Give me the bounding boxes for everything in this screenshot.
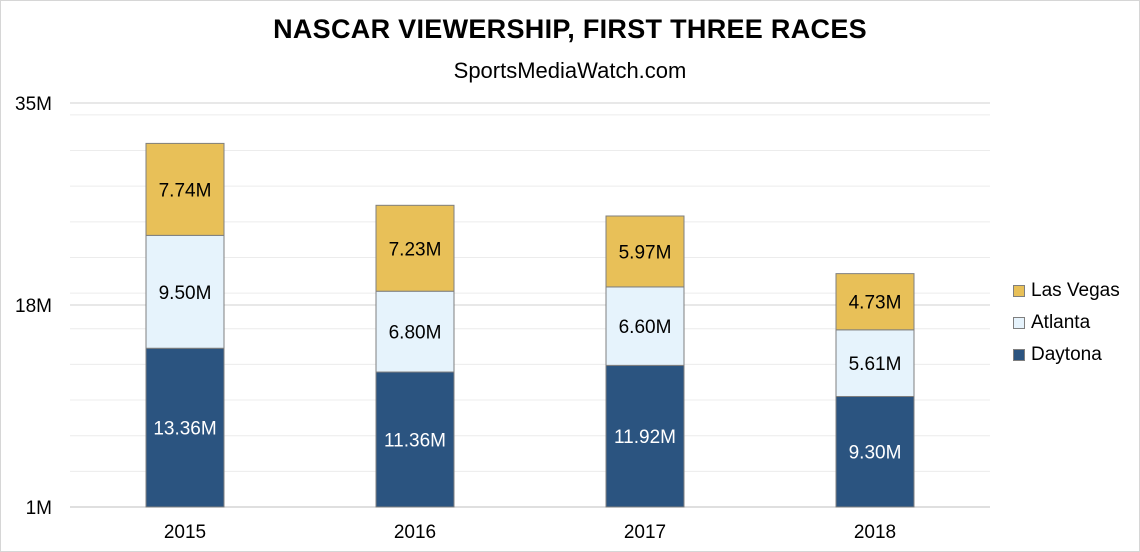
legend-label: Las Vegas xyxy=(1031,280,1120,301)
legend-label: Atlanta xyxy=(1031,312,1091,333)
bar-segment-las-vegas xyxy=(145,142,225,236)
data-label: 4.73M xyxy=(849,293,902,314)
data-label: 9.30M xyxy=(849,443,902,464)
data-label: 9.50M xyxy=(159,283,212,304)
data-label: 11.36M xyxy=(384,431,446,452)
bar-segment-atlanta xyxy=(375,290,455,373)
legend-label: Daytona xyxy=(1031,344,1102,365)
legend-item-las-vegas: Las Vegas xyxy=(1013,275,1120,307)
legend-item-daytona: Daytona xyxy=(1013,339,1120,371)
y-tick-label: 35M xyxy=(15,94,52,115)
chart-subtitle: SportsMediaWatch.com xyxy=(453,58,687,83)
x-tick-label: 2017 xyxy=(624,522,666,543)
data-label: 13.36M xyxy=(153,419,216,440)
data-label: 7.23M xyxy=(389,239,442,260)
legend-item-atlanta: Atlanta xyxy=(1013,307,1120,339)
data-label: 7.74M xyxy=(159,180,212,201)
x-tick-label: 2016 xyxy=(394,522,436,543)
bar-segment-daytona xyxy=(145,347,225,508)
bar-segment-atlanta xyxy=(145,234,225,349)
chart-legend: Las Vegas Atlanta Daytona xyxy=(1013,275,1120,371)
legend-swatch xyxy=(1013,317,1025,329)
data-label: 5.61M xyxy=(849,354,902,375)
legend-swatch xyxy=(1013,349,1025,361)
bar-segment-las-vegas xyxy=(835,273,915,331)
data-label: 6.80M xyxy=(389,323,442,344)
data-label: 5.97M xyxy=(619,242,672,263)
legend-swatch xyxy=(1013,285,1025,297)
bar-segment-las-vegas xyxy=(375,204,455,292)
data-label: 11.92M xyxy=(614,427,676,448)
x-tick-label: 2015 xyxy=(164,522,206,543)
y-tick-label: 18M xyxy=(15,296,52,317)
bar-segment-daytona xyxy=(835,395,915,508)
y-tick-label: 1M xyxy=(26,498,52,519)
bar-segment-atlanta xyxy=(835,329,915,397)
chart-title: NASCAR VIEWERSHIP, FIRST THREE RACES xyxy=(273,14,867,44)
bar-segment-daytona xyxy=(605,364,685,508)
bar-segment-atlanta xyxy=(605,286,685,366)
bar-segment-daytona xyxy=(375,371,455,508)
bar-segment-las-vegas xyxy=(605,215,685,288)
x-tick-label: 2018 xyxy=(854,522,896,543)
data-label: 6.60M xyxy=(619,317,672,338)
